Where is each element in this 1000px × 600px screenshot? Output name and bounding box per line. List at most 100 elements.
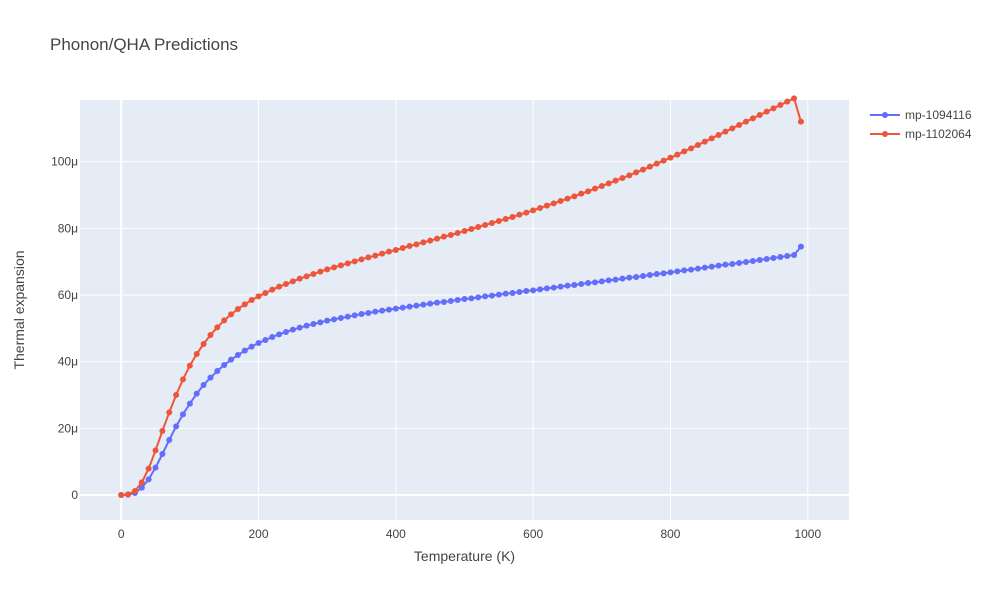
data-point — [186, 400, 193, 407]
x-tick-label: 1000 — [794, 527, 821, 541]
data-point — [310, 321, 317, 327]
data-point — [406, 243, 413, 249]
data-point — [633, 169, 640, 176]
x-tick-label: 800 — [660, 527, 680, 541]
data-point — [646, 272, 653, 278]
data-point — [791, 252, 798, 258]
data-point — [228, 311, 235, 318]
data-point — [701, 138, 708, 145]
data-point — [234, 306, 241, 312]
data-point — [797, 243, 804, 250]
data-point — [557, 283, 564, 290]
data-point — [468, 295, 475, 302]
data-point — [440, 233, 447, 240]
tick-label-layer: 0 200 400 600 800 1000 0 20μ 40μ 60μ 80μ 100μ — [51, 155, 821, 541]
data-point — [770, 255, 777, 261]
chart-title: Phonon/QHA Predictions — [50, 35, 238, 54]
data-point — [756, 112, 763, 118]
data-point — [296, 324, 303, 331]
data-point — [454, 297, 461, 303]
data-point — [523, 209, 530, 216]
data-point — [228, 356, 235, 363]
y-axis-title: Thermal expansion — [11, 250, 27, 369]
x-axis-title: Temperature (K) — [414, 548, 515, 564]
y-tick-label: 20μ — [58, 421, 78, 435]
data-point — [743, 118, 750, 125]
series-layer — [118, 95, 804, 498]
data-point — [276, 283, 283, 290]
data-point — [372, 308, 379, 315]
legend-item: mp-1102064 — [870, 127, 972, 141]
data-point — [660, 157, 667, 164]
data-point — [145, 465, 152, 472]
data-point — [585, 188, 592, 195]
data-point — [591, 185, 598, 192]
data-point — [221, 362, 228, 368]
data-point — [694, 142, 701, 148]
data-point — [571, 193, 578, 200]
x-tick-label: 600 — [523, 527, 543, 541]
data-point — [749, 115, 756, 122]
data-point — [495, 218, 502, 224]
data-point — [688, 145, 695, 152]
data-point — [303, 322, 310, 329]
data-point — [708, 135, 715, 142]
data-point — [454, 230, 461, 236]
data-point — [461, 296, 468, 302]
data-point — [303, 273, 310, 280]
data-point — [207, 332, 214, 338]
data-point — [317, 319, 324, 326]
series-line — [121, 246, 802, 496]
data-point — [784, 98, 791, 105]
data-point — [468, 226, 475, 232]
data-point — [365, 310, 372, 316]
data-point — [166, 409, 173, 416]
data-point — [193, 390, 200, 397]
data-point — [379, 250, 386, 257]
data-point — [482, 222, 489, 228]
data-point — [475, 224, 482, 230]
data-point — [619, 175, 626, 181]
data-point — [269, 286, 276, 293]
data-point — [173, 423, 180, 430]
legend-marker — [882, 112, 888, 118]
data-point — [736, 122, 743, 128]
data-point — [722, 128, 729, 135]
data-point — [667, 269, 674, 276]
data-point — [385, 306, 392, 313]
zero-line-layer — [80, 100, 849, 520]
data-point — [681, 148, 688, 155]
data-point — [557, 198, 564, 204]
data-point — [743, 259, 750, 265]
data-point — [688, 266, 695, 273]
data-point — [482, 293, 489, 300]
data-point — [537, 205, 544, 211]
data-point — [200, 382, 207, 388]
data-point — [200, 341, 207, 347]
data-point — [289, 326, 296, 333]
data-point — [488, 220, 495, 226]
data-point — [310, 271, 317, 277]
data-point — [269, 334, 276, 340]
data-point — [262, 337, 269, 343]
data-point — [626, 274, 633, 281]
data-point — [530, 287, 537, 294]
data-point — [708, 263, 715, 270]
data-point — [447, 232, 454, 238]
y-tick-label: 0 — [71, 488, 78, 502]
data-point — [640, 166, 647, 173]
data-point — [715, 132, 722, 138]
data-point — [749, 258, 756, 264]
data-point — [351, 258, 358, 265]
data-point — [626, 172, 633, 179]
data-point — [674, 268, 681, 275]
data-point — [138, 484, 145, 491]
data-point — [633, 274, 640, 280]
data-point — [159, 451, 166, 457]
data-point — [571, 282, 578, 288]
data-point — [179, 411, 186, 418]
data-point — [585, 280, 592, 286]
data-point — [337, 315, 344, 321]
data-point — [351, 312, 358, 319]
